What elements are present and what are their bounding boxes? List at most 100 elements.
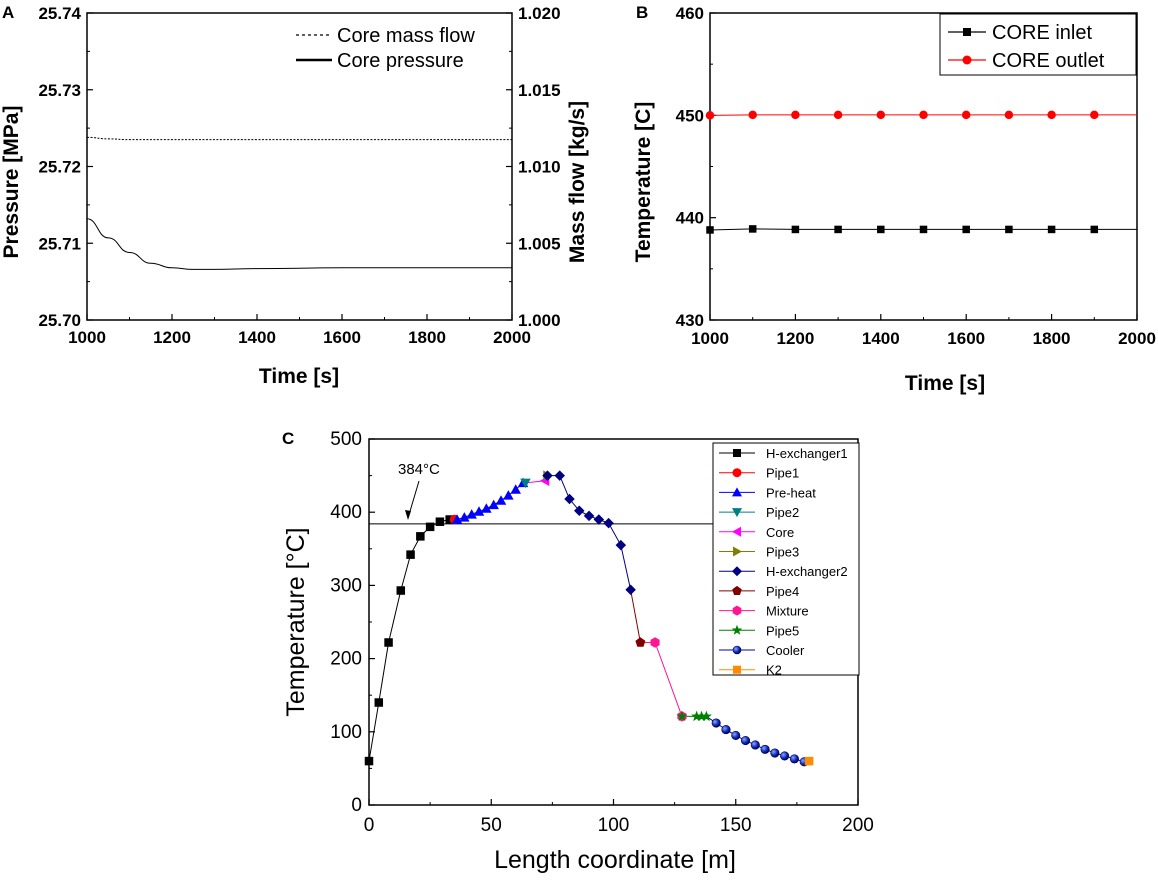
panel-a-chart: 1000 1200 1400 1600 1800 2000 25.70 25.71 25.72 2…	[0, 4, 589, 388]
data-point-core-inlet	[834, 225, 842, 234]
data-point-pre-heat	[459, 512, 470, 522]
data-point-pipe5	[696, 710, 707, 722]
panel-b-legend: CORE inlet CORE outlet	[939, 13, 1137, 76]
panel-b-xtick-label: 1800	[1033, 329, 1071, 348]
panel-a-left-ytick-label: 25.72	[38, 158, 81, 177]
data-point-core-inlet	[919, 225, 928, 234]
data-point-pipe4	[635, 637, 646, 647]
panel-c-xtick-label: 100	[598, 815, 630, 836]
series-line-cooler	[706, 716, 805, 763]
panel-b-ytick-label: 440	[676, 209, 704, 228]
legend-label-h-exchanger2: H-exchanger2	[766, 564, 848, 579]
legend-label-pipe1: Pipe1	[766, 466, 799, 481]
data-point-core-outlet	[961, 110, 971, 120]
legend-marker-pipe2	[732, 508, 742, 518]
data-point-core-outlet	[1047, 110, 1056, 120]
data-point-pre-heat	[488, 499, 499, 510]
legend-label-core-pressure: Core pressure	[337, 50, 464, 72]
panel-b-ytick-label: 460	[676, 4, 704, 23]
data-point-h-exchanger1	[384, 638, 393, 647]
panel-c-ytick-label: 100	[330, 722, 362, 743]
data-point-pipe5	[691, 710, 703, 722]
annotation-384: 384°C	[398, 461, 440, 520]
panel-c-ytick-label: 200	[330, 649, 362, 670]
data-point-h-exchanger2	[625, 584, 636, 596]
data-point-cooler	[789, 754, 799, 764]
legend-label-pipe4: Pipe4	[766, 584, 799, 599]
panel-b-ytick-label: 430	[676, 311, 704, 330]
data-point-h-exchanger2	[583, 510, 595, 522]
panel-a-right-ytick-label: 1.020	[518, 4, 561, 23]
panel-c-ytick-label: 0	[351, 795, 362, 816]
panel-a-xtick-label: 2000	[493, 328, 531, 347]
panel-a-right-ytick-label: 1.000	[518, 311, 561, 330]
data-point-core-outlet	[748, 110, 757, 120]
data-point-cooler	[721, 725, 731, 735]
panel-a-xtick-label: 1200	[153, 328, 191, 347]
panel-b-xtick-label: 1200	[776, 329, 814, 348]
panel-c-xtick-label: 0	[364, 815, 375, 836]
data-point-pre-heat	[510, 484, 521, 494]
data-point-cooler	[740, 736, 751, 746]
data-point-k2	[804, 756, 814, 766]
panel-b-xlabel: Time [s]	[905, 372, 985, 395]
panel-c-xtick-label: 200	[842, 815, 874, 836]
panel-a-legend: Core mass flow Core pressure	[296, 25, 475, 72]
legend-marker-h-exchanger2	[732, 566, 742, 577]
data-point-core-inlet	[1005, 225, 1013, 234]
data-point-core-outlet	[1004, 110, 1014, 120]
panel-a-right-ytick-label: 1.015	[518, 81, 561, 100]
legend-label-core-inlet: CORE inlet	[992, 22, 1092, 44]
data-point-cooler	[770, 748, 780, 758]
panel-a-right-ytick-label: 1.010	[518, 158, 561, 177]
data-point-h-exchanger2	[615, 539, 627, 551]
data-point-core-inlet	[962, 225, 970, 234]
data-point-core-inlet	[1090, 225, 1099, 234]
data-point-core-outlet	[876, 110, 886, 120]
data-point-pre-heat	[481, 503, 492, 513]
data-point-cooler	[750, 740, 760, 750]
legend-label-cooler: Cooler	[766, 643, 805, 658]
panel-a-ylabel: Pressure [MPa]	[0, 106, 23, 259]
panel-a-left-ytick-label: 25.70	[38, 311, 81, 330]
legend-marker-k2	[733, 665, 741, 674]
legend-label-mixture: Mixture	[766, 604, 809, 619]
data-point-h-exchanger1	[406, 550, 415, 559]
panel-b-ytick-label: 450	[676, 106, 704, 125]
data-point-h-exchanger2	[603, 517, 614, 529]
panel-c-xtick-label: 50	[481, 815, 502, 836]
data-point-core-inlet	[791, 225, 800, 234]
panel-a-tag: A	[2, 3, 14, 22]
legend-marker-pipe4	[732, 585, 742, 595]
data-point-core-outlet	[833, 110, 843, 120]
data-point-pipe5	[700, 710, 712, 722]
legend-label-pipe2: Pipe2	[766, 505, 799, 520]
data-point-mixture	[650, 637, 660, 648]
legend-label-pipe3: Pipe3	[766, 545, 799, 560]
data-point-h-exchanger1	[364, 756, 374, 766]
legend-marker-h-exchanger1	[733, 449, 741, 457]
legend-label-core: Core	[766, 525, 794, 540]
panel-c-legend: H-exchanger1 Pipe1 Pre-heat Pipe2 Core Pipe3 H…	[719, 446, 848, 678]
data-point-core-outlet	[705, 111, 715, 120]
legend-marker-core-inlet	[963, 28, 971, 36]
data-point-core-outlet	[919, 110, 928, 120]
panel-a-right-ytick-label: 1.005	[518, 234, 561, 253]
data-point-core-inlet	[706, 226, 714, 234]
panel-b-xtick-label: 2000	[1118, 329, 1156, 348]
data-point-h-exchanger2	[554, 470, 565, 481]
series-line-mixture	[640, 641, 683, 717]
data-point-h-exchanger2	[564, 493, 575, 505]
data-point-h-exchanger2	[593, 514, 605, 525]
series-line-core-pressure	[86, 218, 512, 270]
data-point-h-exchanger1	[445, 515, 454, 524]
data-point-cooler	[780, 751, 790, 761]
panel-c-xlabel: Length coordinate [m]	[494, 846, 736, 874]
series-line-core-mass-flow	[86, 136, 512, 141]
panel-c-tag: C	[282, 429, 294, 448]
legend-marker-mixture	[732, 605, 742, 616]
panel-b-xtick-label: 1000	[691, 329, 729, 348]
data-point-pre-heat	[503, 490, 514, 500]
data-point-core-inlet	[748, 225, 757, 233]
panel-c-ytick-label: 500	[330, 429, 362, 450]
